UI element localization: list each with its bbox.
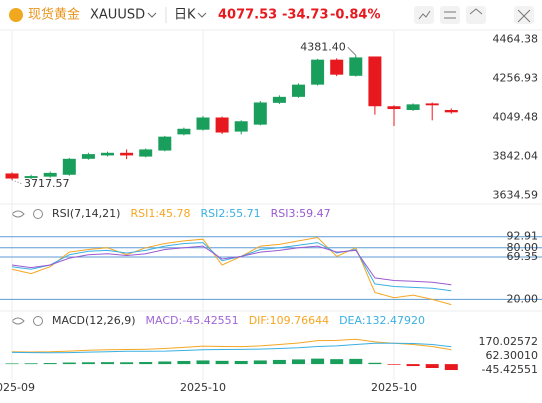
candle-body bbox=[330, 59, 344, 75]
histogram-bar bbox=[272, 359, 286, 365]
histogram-bar bbox=[330, 359, 344, 365]
price: 4077.53 bbox=[218, 8, 277, 23]
candle-body bbox=[62, 158, 76, 175]
y-tick-label: 4049.48 bbox=[493, 111, 539, 124]
legend-entry: DIF:109.76644 bbox=[249, 314, 329, 327]
y-tick-label: -45.42551 bbox=[482, 363, 538, 376]
x-tick-label: 2025-09 bbox=[0, 381, 35, 394]
histogram-bar bbox=[444, 364, 458, 371]
legend-entry: MACD:-45.42551 bbox=[146, 314, 239, 327]
y-tick-label: 92.91 bbox=[507, 230, 539, 243]
settings-icon[interactable] bbox=[33, 316, 43, 326]
histogram-bar bbox=[234, 360, 248, 365]
candle-body bbox=[387, 106, 401, 110]
candle-body bbox=[81, 154, 95, 159]
y-tick-label: 4256.93 bbox=[493, 72, 539, 85]
histogram-bar bbox=[425, 364, 439, 369]
y-tick-label: 69.35 bbox=[507, 250, 539, 263]
eye-icon[interactable] bbox=[11, 210, 25, 325]
change-pct: -0.84% bbox=[330, 8, 381, 23]
panel-icons bbox=[0, 203, 542, 326]
histogram-bar bbox=[215, 360, 229, 365]
change: -34.73 bbox=[282, 8, 329, 23]
histogram-bar bbox=[177, 360, 191, 365]
series-line bbox=[11, 236, 452, 306]
histogram-bar bbox=[62, 362, 76, 365]
candle-body bbox=[292, 84, 305, 97]
candle-body bbox=[349, 57, 363, 76]
dropdown-arrow[interactable] bbox=[197, 12, 207, 18]
histogram-bar bbox=[292, 359, 305, 365]
histogram-bar bbox=[406, 364, 420, 367]
panel-title: MACD(12,26,9) bbox=[52, 314, 136, 327]
candle-body bbox=[196, 117, 210, 130]
tool-button[interactable] bbox=[440, 6, 460, 24]
candle-body bbox=[444, 109, 458, 113]
candle-body bbox=[406, 104, 420, 110]
y-tick-label: 170.02572 bbox=[479, 335, 539, 348]
candle-body bbox=[139, 149, 153, 157]
histogram-bar bbox=[368, 362, 382, 365]
series-line bbox=[11, 342, 452, 354]
symbol-name[interactable]: 现货黄金 bbox=[28, 7, 80, 23]
histogram-bar bbox=[158, 361, 172, 365]
histogram-bar bbox=[349, 358, 363, 365]
candle-body bbox=[425, 103, 439, 106]
histogram-bar bbox=[139, 362, 153, 365]
y-tick-label: 20.00 bbox=[507, 292, 539, 305]
tool-button[interactable] bbox=[514, 6, 534, 24]
annotation: 4381.40 bbox=[300, 40, 346, 53]
y-tick-label: 4464.38 bbox=[493, 33, 539, 46]
legend-entry: RSI2:55.71 bbox=[201, 207, 261, 220]
x-tick-label: 2025-10 bbox=[371, 381, 417, 394]
histogram-bar bbox=[101, 362, 114, 365]
candle-body bbox=[272, 96, 286, 103]
tool-icons bbox=[418, 8, 531, 23]
y-tick-label: 3842.04 bbox=[493, 150, 539, 163]
histogram-bar bbox=[81, 362, 95, 365]
candle-body bbox=[177, 128, 191, 135]
candle-body bbox=[368, 56, 382, 107]
legend-entry: RSI3:59.47 bbox=[271, 207, 331, 220]
histogram-bar bbox=[387, 364, 401, 365]
histogram-bar bbox=[253, 360, 267, 365]
x-tick-label: 2025-10 bbox=[180, 381, 226, 394]
candle-body bbox=[5, 173, 19, 179]
candle-body bbox=[101, 152, 114, 156]
histogram-bar bbox=[196, 360, 210, 365]
y-tick-label: 62.30010 bbox=[486, 349, 539, 362]
candle-body bbox=[158, 136, 172, 151]
candle-body bbox=[234, 121, 248, 132]
symbol-icon bbox=[9, 8, 23, 22]
series-line bbox=[11, 338, 452, 353]
candle-body bbox=[43, 172, 57, 177]
legend-entry: DEA:132.47920 bbox=[339, 314, 425, 327]
histogram-bar bbox=[5, 363, 19, 365]
histogram-bar bbox=[120, 362, 134, 365]
dropdown-arrow[interactable] bbox=[147, 12, 157, 18]
candle-body bbox=[311, 59, 325, 85]
panel-title: RSI(7,14,21) bbox=[52, 207, 120, 220]
period[interactable]: 日K bbox=[174, 8, 196, 23]
candle-body bbox=[215, 117, 229, 133]
candle-body bbox=[253, 102, 267, 125]
histogram-bar bbox=[24, 363, 38, 365]
tool-button[interactable] bbox=[466, 6, 486, 24]
annotation: 3717.57 bbox=[24, 177, 70, 190]
histogram-bar bbox=[311, 358, 325, 365]
candle-body bbox=[120, 152, 134, 156]
candle-body bbox=[24, 176, 38, 178]
y-tick-label: 80.00 bbox=[507, 241, 539, 254]
y-tick-label: 3634.59 bbox=[493, 189, 539, 202]
settings-icon[interactable] bbox=[33, 209, 43, 219]
annotation-leader bbox=[347, 46, 357, 56]
header-bar: 现货黄金 XAUUSD 日K 4077.53 -34.73 -0.84% bbox=[0, 6, 542, 31]
series-line bbox=[11, 242, 452, 292]
symbol-code[interactable]: XAUUSD bbox=[90, 8, 145, 23]
legend-entry: RSI1:45.78 bbox=[130, 207, 190, 220]
series-line bbox=[11, 245, 452, 286]
histogram-bar bbox=[43, 363, 57, 365]
